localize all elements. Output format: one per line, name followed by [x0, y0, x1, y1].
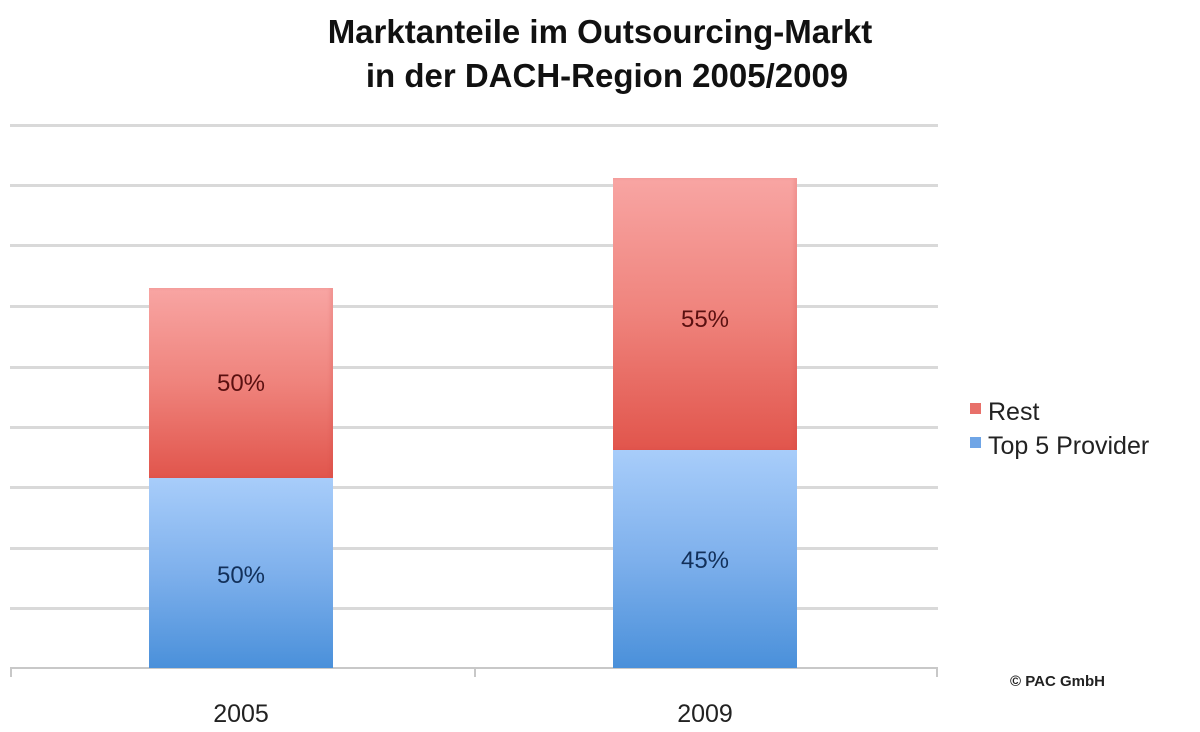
- legend-swatch-top5: [970, 436, 981, 448]
- data-label: 50%: [216, 562, 266, 589]
- x-axis-tick: [10, 667, 12, 677]
- gridline: [10, 607, 938, 610]
- legend-label: Top 5 Provider: [988, 431, 1150, 460]
- x-tick-label: 2009: [677, 700, 733, 728]
- legend-swatch-rest: [970, 402, 981, 414]
- bar-2005: 50% 50%: [149, 288, 333, 668]
- gridline: [10, 244, 938, 247]
- bar-segment-rest: 50%: [149, 288, 333, 478]
- copyright-credit: © PAC GmbH: [1010, 673, 1105, 690]
- chart-title-line-2: in der DACH-Region 2005/2009: [365, 57, 849, 94]
- legend-label: Rest: [988, 397, 1040, 426]
- legend-item-top5: Top 5 Provider: [970, 429, 1149, 463]
- chart-title: Marktanteile im Outsourcing-Markt in der…: [250, 10, 950, 98]
- gridline: [10, 426, 938, 429]
- x-axis-tick: [936, 667, 938, 677]
- gridline: [10, 366, 938, 369]
- bar-segment-top5: 50%: [149, 478, 333, 668]
- plot-area: 50% 50% 55% 45% 2005 2009: [10, 0, 940, 732]
- gridline: [10, 305, 938, 308]
- chart-title-line-1: Marktanteile im Outsourcing-Markt: [327, 13, 873, 50]
- gridline: [10, 486, 938, 489]
- legend-item-rest: Rest: [970, 395, 1149, 429]
- gridline: [10, 547, 938, 550]
- legend: Rest Top 5 Provider: [970, 395, 1149, 463]
- bar-segment-top5: 45%: [613, 450, 797, 668]
- data-label: 55%: [680, 306, 730, 333]
- gridline: [10, 124, 938, 127]
- bar-2009: 55% 45%: [613, 178, 797, 668]
- gridline: [10, 184, 938, 187]
- x-tick-label: 2005: [213, 700, 269, 728]
- bar-segment-rest: 55%: [613, 178, 797, 450]
- x-axis-tick: [474, 667, 476, 677]
- data-label: 50%: [216, 370, 266, 397]
- data-label: 45%: [680, 547, 730, 574]
